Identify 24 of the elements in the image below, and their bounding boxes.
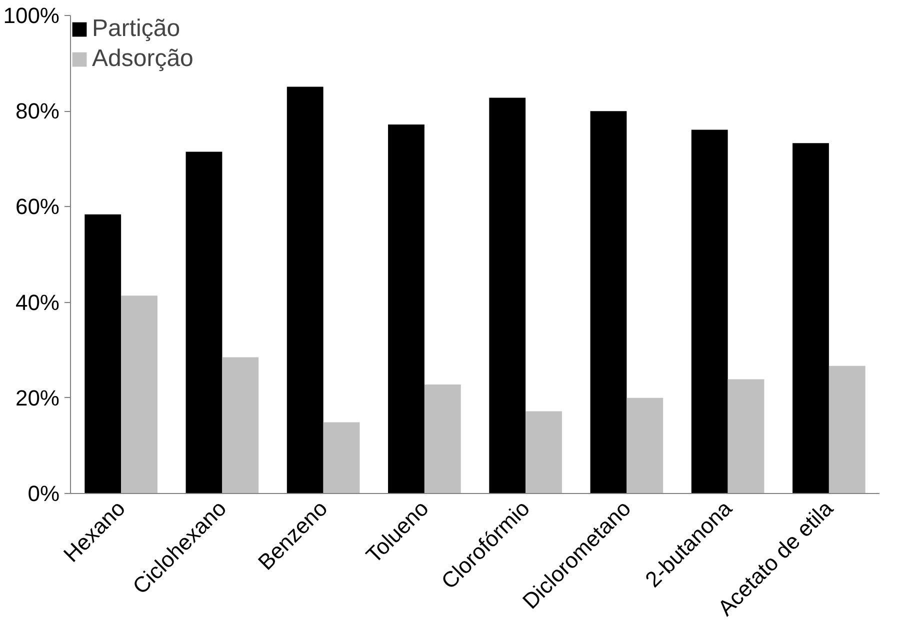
bar bbox=[691, 130, 728, 494]
bar bbox=[424, 384, 461, 494]
bar bbox=[84, 214, 122, 494]
bar bbox=[792, 143, 829, 494]
bar bbox=[728, 379, 764, 494]
bar bbox=[626, 398, 664, 494]
bar bbox=[526, 411, 562, 494]
y-tick-label: 20% bbox=[15, 385, 60, 410]
y-tick-label: 40% bbox=[15, 290, 60, 315]
bar bbox=[222, 357, 259, 494]
y-tick-label: 80% bbox=[15, 98, 60, 124]
bar bbox=[186, 152, 222, 494]
bar bbox=[121, 296, 158, 494]
bar bbox=[388, 124, 424, 494]
y-tick-label: 0% bbox=[28, 481, 60, 506]
legend-label: Adsorção bbox=[92, 45, 194, 73]
y-tick-label: 60% bbox=[15, 194, 60, 220]
legend-label: Partição bbox=[92, 15, 180, 43]
bar bbox=[286, 86, 324, 494]
bar bbox=[828, 366, 866, 494]
bar bbox=[590, 111, 627, 494]
bar bbox=[489, 98, 526, 494]
bar bbox=[323, 422, 360, 494]
y-tick-label: 100% bbox=[3, 3, 60, 28]
